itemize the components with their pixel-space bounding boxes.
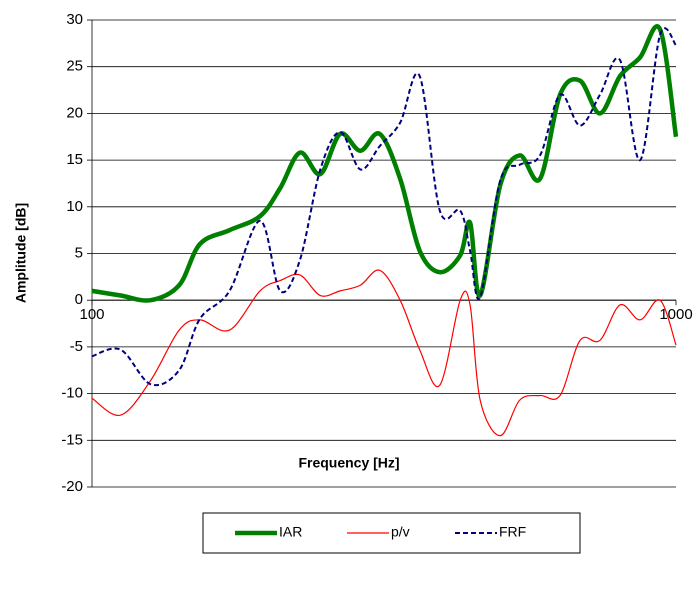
y-tick-label: 25 — [66, 58, 83, 75]
legend-label: IAR — [279, 524, 302, 540]
x-axis-title: Frequency [Hz] — [298, 455, 399, 471]
series-line — [91, 24, 679, 303]
y-axis-title: Amplitude [dB] — [13, 203, 29, 303]
y-tick-label: 20 — [66, 104, 83, 121]
x-tick-label: 100 — [79, 306, 104, 323]
y-tick-label: 5 — [75, 244, 83, 261]
y-tick-label: 30 — [66, 11, 83, 28]
y-tick-label: -5 — [70, 338, 83, 355]
y-tick-label: 15 — [66, 151, 83, 168]
y-tick-label: 0 — [75, 291, 83, 308]
y-tick-label: -15 — [61, 431, 83, 448]
legend-label: FRF — [499, 524, 526, 540]
y-tick-label: -10 — [61, 385, 83, 402]
y-tick-label: 10 — [66, 198, 83, 215]
x-tick-label: 1000 — [659, 306, 692, 323]
y-tick-label: -20 — [61, 478, 83, 495]
legend-label: p/v — [391, 524, 410, 540]
series-line — [91, 269, 677, 437]
series-line — [91, 27, 677, 387]
